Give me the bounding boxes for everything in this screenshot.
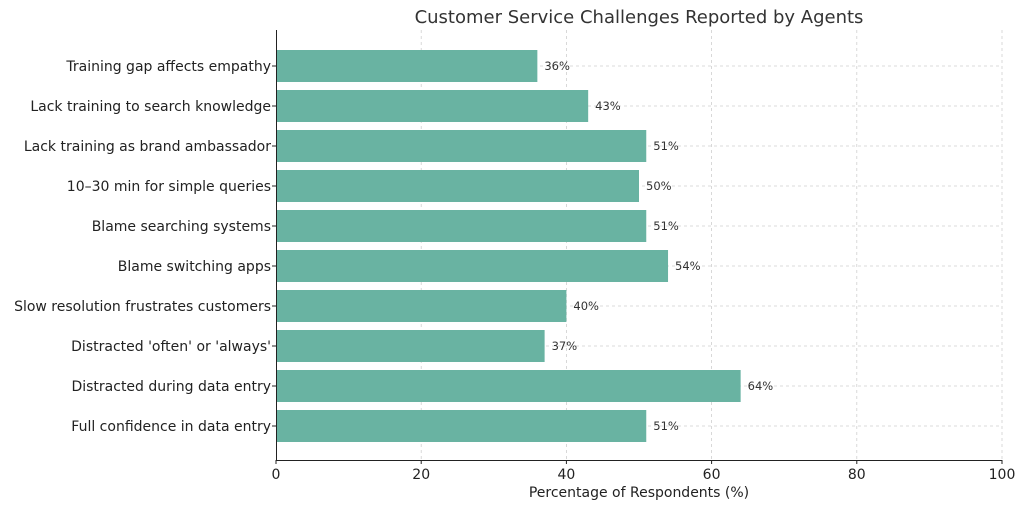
x-tick-label: 60 <box>703 467 721 483</box>
data-label: 54% <box>675 259 701 273</box>
bar <box>276 210 647 242</box>
x-tick-label: 100 <box>989 467 1016 483</box>
x-axis-ticks: 0 20 40 60 80 100 <box>272 65 1016 483</box>
data-label: 51% <box>653 219 679 233</box>
category-label: 10–30 min for simple queries <box>67 179 271 195</box>
category-label: Blame switching apps <box>118 259 271 275</box>
category-label: Full confidence in data entry <box>71 419 271 435</box>
bar <box>276 370 741 402</box>
bar <box>276 90 589 122</box>
category-label: Training gap affects empathy <box>65 59 271 75</box>
x-tick-label: 80 <box>848 467 866 483</box>
category-label: Slow resolution frustrates customers <box>14 299 271 315</box>
data-label: 64% <box>748 379 774 393</box>
bar <box>276 50 538 82</box>
bar <box>276 250 669 282</box>
data-label: 36% <box>544 59 570 73</box>
x-tick-label: 0 <box>272 467 281 483</box>
bar <box>276 410 647 442</box>
x-tick-label: 40 <box>557 467 575 483</box>
category-label: Distracted during data entry <box>71 379 271 395</box>
bars: 36% 43% 51% 50% 51% 54% 40% 37% 64% 51% <box>276 50 773 442</box>
data-label: 51% <box>653 139 679 153</box>
data-label: 50% <box>646 179 672 193</box>
category-label: Lack training as brand ambassador <box>24 139 271 155</box>
category-label: Lack training to search knowledge <box>30 99 271 115</box>
bar <box>276 290 567 322</box>
bar <box>276 170 639 202</box>
data-label: 43% <box>595 99 621 113</box>
bar <box>276 330 545 362</box>
data-label: 37% <box>552 339 578 353</box>
category-labels: Training gap affects empathy Lack trainin… <box>14 59 271 435</box>
x-tick-label: 20 <box>412 467 430 483</box>
chart-title: Customer Service Challenges Reported by … <box>415 7 864 28</box>
category-label: Distracted 'often' or 'always' <box>71 339 271 355</box>
bar <box>276 130 647 162</box>
data-label: 40% <box>573 299 599 313</box>
category-label: Blame searching systems <box>92 219 271 235</box>
x-axis-label: Percentage of Respondents (%) <box>529 485 749 501</box>
data-label: 51% <box>653 419 679 433</box>
